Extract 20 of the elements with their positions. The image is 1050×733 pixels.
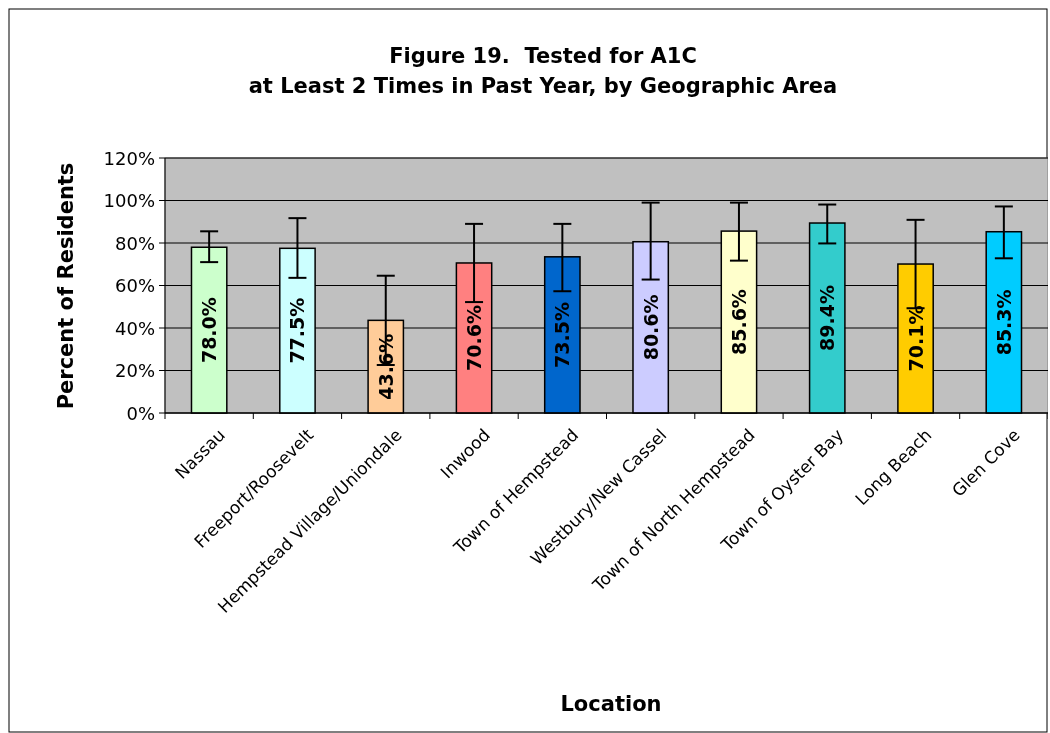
y-tick-label: 80%	[114, 232, 155, 254]
data-label: 89.4%	[816, 285, 839, 351]
y-tick-label: 100%	[103, 190, 155, 211]
y-tick-label: 120%	[103, 147, 155, 169]
y-tick-label: 0%	[126, 402, 155, 424]
data-label: 85.6%	[727, 289, 750, 356]
data-label: 78.0%	[198, 297, 221, 364]
data-label: 85.3%	[992, 289, 1015, 356]
data-label: 43.6%	[374, 333, 397, 400]
y-axis-title: Percent of Residents	[54, 162, 78, 410]
y-tick-label: 60%	[114, 275, 155, 296]
y-tick-label: 20%	[114, 360, 155, 381]
data-label: 73.5%	[551, 301, 574, 368]
data-label: 80.6%	[639, 294, 662, 361]
chart-title: Figure 19. Tested for A1C at Least 2 Times in Past Year, by Geographic Area	[248, 44, 838, 98]
data-label: 77.5%	[286, 297, 309, 364]
data-label: 70.1%	[904, 305, 927, 372]
x-axis-title: Location	[560, 692, 662, 716]
y-tick-label: 40%	[114, 317, 155, 339]
data-label: 70.6%	[463, 305, 486, 371]
